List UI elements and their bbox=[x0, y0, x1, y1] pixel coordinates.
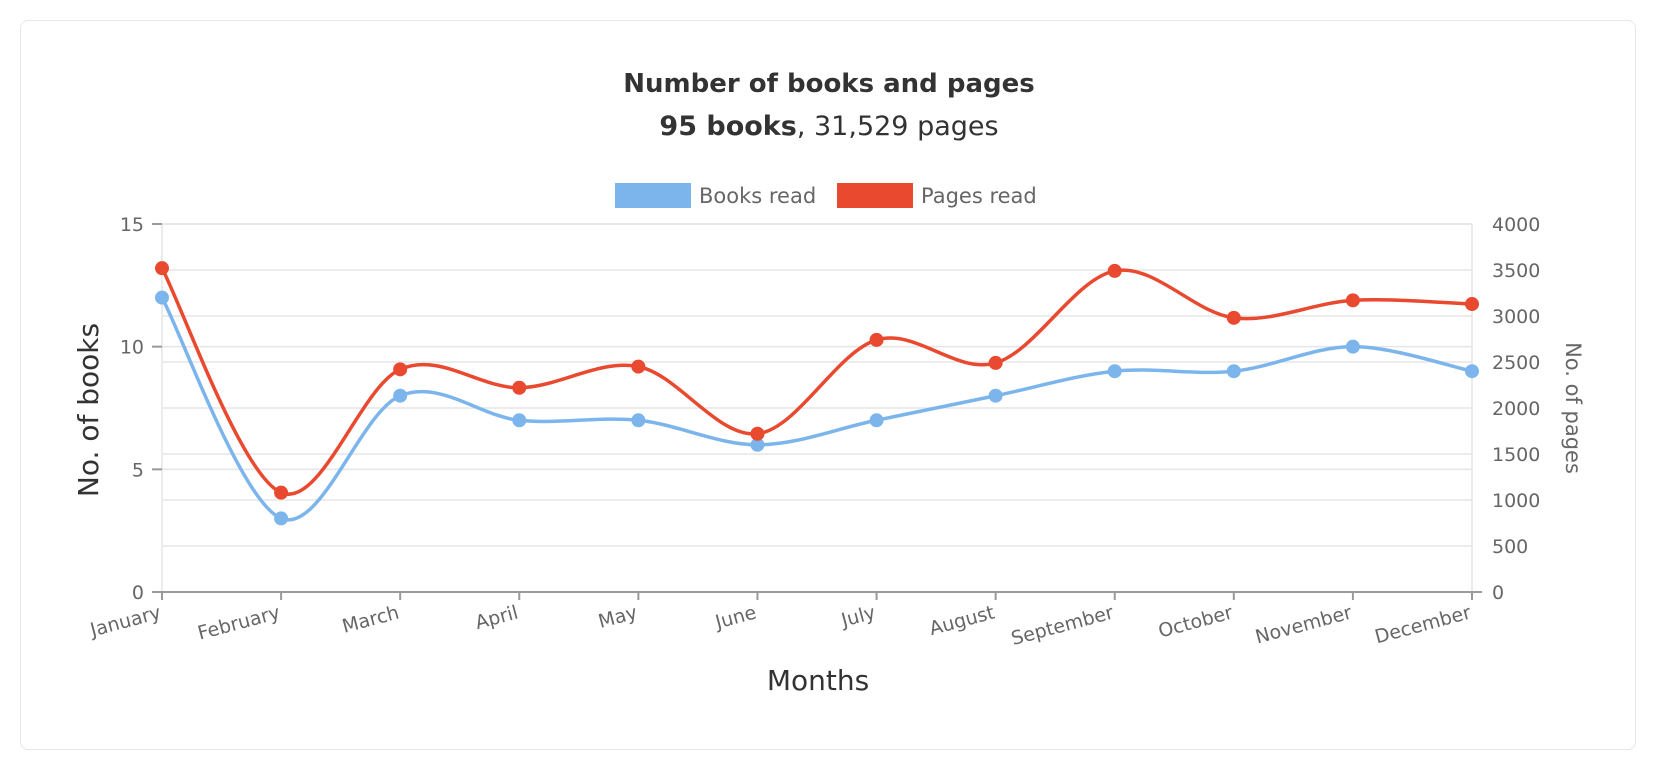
chart-legend: Books read Pages read bbox=[615, 183, 1037, 208]
grid-lines bbox=[162, 223, 1472, 547]
y-tick-label-left-15: 15 bbox=[120, 214, 144, 236]
y-tick-label-right-2500: 2500 bbox=[1492, 352, 1540, 374]
point-books-read-november[interactable] bbox=[1345, 339, 1360, 354]
legend-swatch-books-read[interactable] bbox=[615, 183, 691, 208]
series-line-pages-read bbox=[160, 267, 1473, 496]
point-books-read-april[interactable] bbox=[512, 413, 527, 428]
y-tick-label-right-4000: 4000 bbox=[1492, 214, 1540, 236]
point-books-read-june[interactable] bbox=[750, 437, 765, 452]
x-tick-label-december: December bbox=[1372, 602, 1473, 649]
point-pages-read-april[interactable] bbox=[512, 380, 527, 395]
y-tick-label-right-500: 500 bbox=[1492, 536, 1528, 558]
y-axis-title-left: No. of books bbox=[72, 323, 105, 497]
point-books-read-august[interactable] bbox=[988, 388, 1003, 403]
chart-subtitle: 95 books, 31,529 pages bbox=[659, 111, 998, 142]
x-tick-label-november: November bbox=[1253, 602, 1354, 649]
point-pages-read-october[interactable] bbox=[1226, 310, 1241, 325]
legend-label-pages-read[interactable]: Pages read bbox=[921, 184, 1037, 208]
x-tick-label-february: February bbox=[195, 602, 282, 645]
x-tick-label-may: May bbox=[596, 602, 640, 633]
y-axis-title-right: No. of pages bbox=[1561, 342, 1585, 474]
point-pages-read-march[interactable] bbox=[393, 362, 408, 377]
y-tick-label-right-3000: 3000 bbox=[1492, 306, 1540, 328]
x-tick-label-march: March bbox=[340, 602, 402, 638]
chart-card bbox=[20, 20, 1636, 750]
y-tick-label-left-10: 10 bbox=[120, 337, 144, 359]
point-books-read-july[interactable] bbox=[869, 413, 884, 428]
y-tick-label-right-3500: 3500 bbox=[1492, 260, 1540, 282]
y-tick-label-left-5: 5 bbox=[132, 459, 144, 481]
y-tick-label-left-0: 0 bbox=[132, 582, 144, 604]
point-pages-read-july[interactable] bbox=[869, 332, 884, 347]
chart-title: Number of books and pages bbox=[623, 69, 1034, 99]
x-axis-title: Months bbox=[767, 664, 869, 697]
x-tick-label-june: June bbox=[712, 602, 759, 634]
point-pages-read-august[interactable] bbox=[988, 355, 1003, 370]
legend-label-books-read[interactable]: Books read bbox=[699, 184, 816, 208]
point-books-read-september[interactable] bbox=[1107, 364, 1122, 379]
point-pages-read-february[interactable] bbox=[274, 485, 289, 500]
point-pages-read-january[interactable] bbox=[155, 261, 169, 276]
legend-swatch-pages-read[interactable] bbox=[837, 183, 913, 208]
point-books-read-january[interactable] bbox=[155, 290, 169, 305]
point-pages-read-december[interactable] bbox=[1465, 297, 1479, 312]
y-tick-label-right-2000: 2000 bbox=[1492, 398, 1540, 420]
point-pages-read-may[interactable] bbox=[631, 359, 646, 374]
subtitle-books-count: 95 books bbox=[659, 111, 796, 142]
y-tick-label-right-1000: 1000 bbox=[1492, 490, 1540, 512]
x-tick-label-september: September bbox=[1009, 602, 1116, 650]
x-tick-label-april: April bbox=[473, 602, 521, 634]
point-books-read-may[interactable] bbox=[631, 413, 646, 428]
y-tick-label-right-1500: 1500 bbox=[1492, 444, 1540, 466]
x-tick-label-october: October bbox=[1156, 602, 1235, 643]
y-tick-label-right-0: 0 bbox=[1492, 582, 1504, 604]
point-books-read-october[interactable] bbox=[1226, 364, 1241, 379]
point-books-read-march[interactable] bbox=[393, 388, 408, 403]
x-tick-label-august: August bbox=[927, 602, 997, 640]
x-tick-label-january: January bbox=[87, 602, 163, 642]
subtitle-pages-count: , 31,529 pages bbox=[797, 111, 999, 142]
point-books-read-december[interactable] bbox=[1465, 364, 1479, 379]
x-tick-label-july: July bbox=[838, 602, 878, 632]
point-pages-read-september[interactable] bbox=[1107, 263, 1122, 278]
point-pages-read-november[interactable] bbox=[1345, 293, 1360, 308]
point-books-read-february[interactable] bbox=[274, 511, 289, 526]
series-lines bbox=[160, 267, 1473, 522]
axes: 0 5 10 15 0 500 1000 1500 2000 2500 3000 3500 4000 Ja… bbox=[87, 214, 1540, 650]
point-pages-read-june[interactable] bbox=[750, 426, 765, 441]
series-points bbox=[155, 261, 1479, 526]
